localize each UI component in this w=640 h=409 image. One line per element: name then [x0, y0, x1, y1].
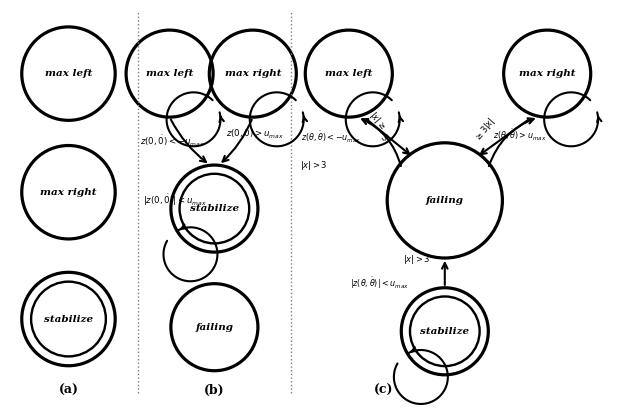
- Text: (c): (c): [374, 384, 394, 397]
- Text: $|x|$: $|x|$: [481, 115, 499, 132]
- Text: $z(0,\dot{0}) > u_{max}$: $z(0,\dot{0}) > u_{max}$: [226, 125, 284, 141]
- Text: stabilize: stabilize: [420, 327, 469, 336]
- Text: max right: max right: [519, 69, 575, 78]
- Text: max left: max left: [45, 69, 92, 78]
- Text: $|x| \geq$: $|x| \geq$: [366, 109, 389, 133]
- Text: $|z(0,\dot{0})| < u_{max}$: $|z(0,\dot{0})| < u_{max}$: [143, 193, 207, 209]
- Text: $z(0,\dot{0}) < -u_{max}$: $z(0,\dot{0}) < -u_{max}$: [140, 133, 205, 149]
- Text: max right: max right: [225, 69, 281, 78]
- Text: $|x| > 3$: $|x| > 3$: [300, 159, 327, 172]
- Text: (a): (a): [58, 384, 79, 397]
- Text: max left: max left: [325, 69, 372, 78]
- Text: $3$: $3$: [378, 131, 390, 143]
- Text: max right: max right: [40, 188, 97, 197]
- Text: $|x| > 3$: $|x| > 3$: [403, 253, 431, 266]
- Text: stabilize: stabilize: [44, 315, 93, 324]
- Text: $z(\theta,\dot{\theta}) > u_{max}$: $z(\theta,\dot{\theta}) > u_{max}$: [493, 128, 547, 144]
- Text: failing: failing: [195, 323, 234, 332]
- Text: stabilize: stabilize: [190, 204, 239, 213]
- Text: (b): (b): [204, 384, 225, 397]
- Text: failing: failing: [426, 196, 464, 205]
- Text: $\geq 3$: $\geq 3$: [472, 123, 491, 143]
- Text: $| z(\theta,\dot{\theta})| < u_{max}$: $| z(\theta,\dot{\theta})| < u_{max}$: [350, 275, 409, 291]
- Text: max left: max left: [146, 69, 193, 78]
- Text: $z(\theta,\dot{\theta})<-u_{max}$: $z(\theta,\dot{\theta})<-u_{max}$: [301, 129, 361, 145]
